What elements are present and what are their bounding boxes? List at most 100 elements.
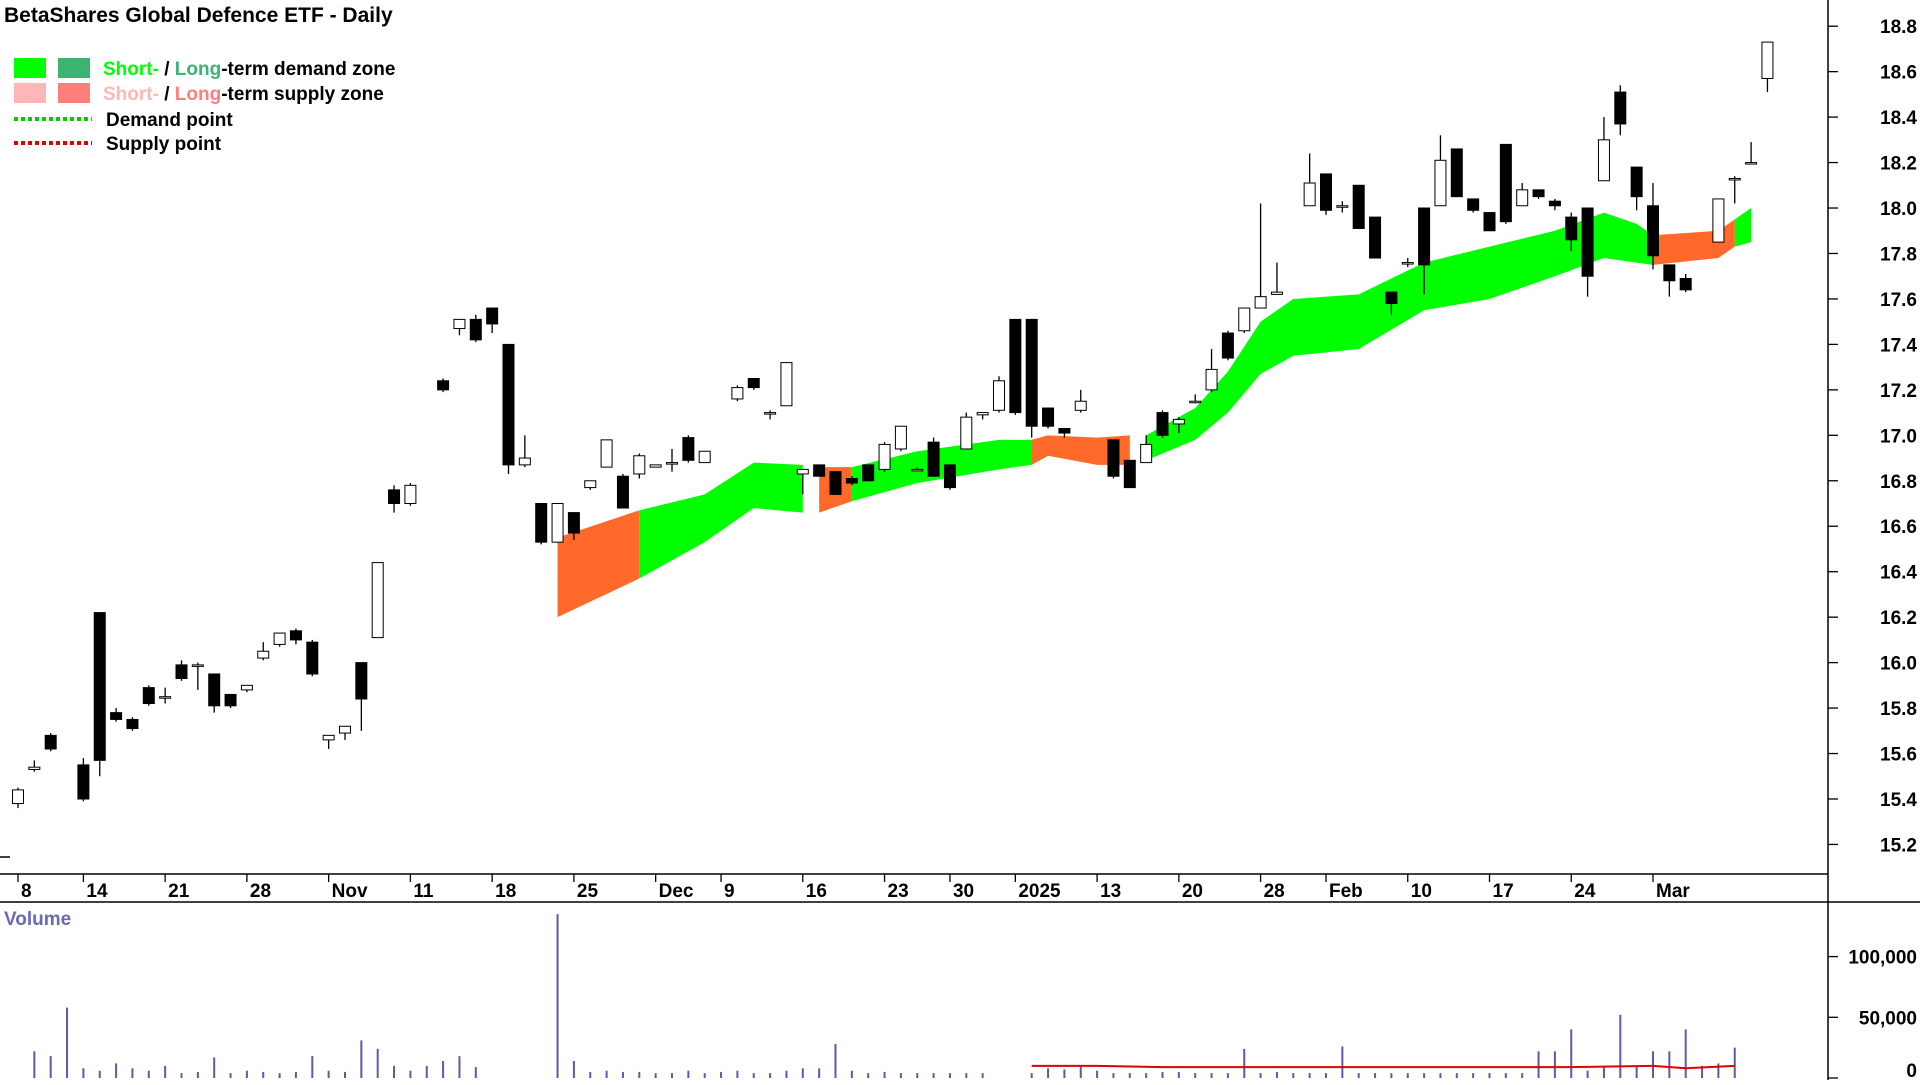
- legend-supply-short: Short-: [103, 84, 159, 105]
- candle-body-down: [306, 641, 319, 675]
- candle: [1336, 201, 1349, 213]
- candle: [698, 450, 711, 464]
- demand-zone-segment: [1734, 208, 1752, 247]
- candle: [1728, 176, 1741, 204]
- candle-body-down: [1369, 216, 1382, 259]
- candle-body-down: [1385, 291, 1398, 304]
- legend-demand-long: Long: [175, 59, 221, 80]
- candle-body-up: [240, 684, 253, 691]
- candle-body-down: [355, 662, 368, 700]
- candle: [44, 733, 57, 752]
- candle-body-down: [175, 664, 188, 680]
- candle: [731, 385, 744, 402]
- candle: [682, 435, 695, 463]
- legend-supply-zone: Short- / Long-term supply zone: [14, 83, 384, 105]
- candle-body-up: [257, 650, 270, 659]
- candle: [1614, 85, 1627, 136]
- date-tick-label: 28: [1264, 881, 1285, 902]
- candle: [273, 632, 286, 647]
- price-tick-label: 15.6: [1880, 745, 1917, 766]
- candle: [502, 343, 515, 474]
- candle-body-down: [616, 475, 629, 509]
- price-tick-label: 16.6: [1880, 517, 1917, 538]
- candle-body-up: [518, 457, 531, 466]
- candle: [1532, 189, 1545, 199]
- candle: [1042, 407, 1055, 429]
- volume-bars: [33, 914, 1736, 1078]
- candle: [289, 628, 302, 645]
- candle-body-up: [1270, 291, 1283, 295]
- candle-body-up: [12, 789, 24, 805]
- candle-body-up: [633, 455, 646, 475]
- candle: [110, 708, 123, 722]
- candle-body-down: [44, 734, 57, 750]
- candle-body-up: [600, 439, 613, 468]
- volume-tick-label: 100,000: [1848, 948, 1917, 969]
- date-tick-label: 13: [1100, 881, 1121, 902]
- candle: [649, 464, 662, 468]
- candle-body-down: [486, 307, 499, 325]
- candle-body-up: [371, 562, 384, 639]
- candle: [28, 760, 41, 772]
- candle-body-up: [584, 480, 597, 489]
- candle: [1418, 207, 1431, 295]
- candle: [616, 473, 629, 509]
- candle: [1352, 184, 1365, 229]
- candle: [1679, 273, 1692, 293]
- candle-body-down: [289, 630, 302, 641]
- candle: [1009, 318, 1022, 415]
- candle: [126, 717, 139, 731]
- date-tick-label: 8: [21, 881, 32, 902]
- candle-body-down: [1630, 166, 1643, 198]
- candle-body-down: [1058, 427, 1071, 434]
- legend-demand-point-label: Demand point: [106, 110, 233, 131]
- candle-body-up: [666, 462, 678, 465]
- date-tick-label: 18: [495, 881, 516, 902]
- candle: [469, 314, 482, 343]
- candle: [1630, 166, 1643, 211]
- candle-body-up: [404, 484, 417, 505]
- candle-body-down: [1221, 332, 1234, 359]
- candle: [927, 437, 940, 477]
- date-tick-label: 30: [953, 881, 974, 902]
- legend-supply-rest: -term supply zone: [221, 84, 384, 105]
- date-tick-label: 28: [250, 881, 271, 902]
- candle-body-up: [339, 725, 351, 734]
- candle-body-down: [126, 718, 139, 730]
- candle-body-down: [567, 512, 580, 534]
- candle: [1516, 183, 1529, 207]
- candle-body-down: [93, 612, 106, 761]
- candle-body-down: [1647, 205, 1659, 257]
- candle: [1254, 203, 1267, 309]
- candle-body-up: [1205, 368, 1218, 391]
- price-tick-label: 17.8: [1880, 244, 1917, 265]
- candle: [584, 480, 597, 490]
- candle: [600, 439, 613, 468]
- candle-body-up: [1172, 418, 1185, 425]
- candle-body-up: [273, 632, 286, 645]
- candle: [1581, 207, 1594, 297]
- candle: [535, 503, 548, 545]
- candle: [191, 662, 204, 690]
- candle-body-down: [142, 687, 155, 705]
- candle-body-up: [191, 664, 204, 667]
- candle-body-down: [682, 437, 695, 461]
- candle-body-down: [77, 764, 90, 800]
- date-axis: 8 14 21 28 Nov 11 18 25 Dec 9 16 23 30 2025 13 20 28 Feb 1…: [17, 874, 1690, 902]
- price-tick-label: 17.0: [1880, 426, 1917, 447]
- candle-body-down: [208, 673, 221, 707]
- candle: [1450, 148, 1463, 198]
- price-axis: 15.2 15.4 15.6 15.8 16.0 16.2 16.4 16.6 16.8 17.0…: [1828, 17, 1917, 856]
- date-tick-label: 17: [1493, 881, 1514, 902]
- price-tick-label: 15.8: [1880, 699, 1917, 720]
- short-demand-swatch: [14, 58, 46, 78]
- candle: [911, 467, 924, 472]
- candle-body-up: [1140, 443, 1153, 464]
- volume-tick-label: 0: [1906, 1061, 1917, 1080]
- date-tick-label: 2025: [1018, 881, 1061, 902]
- candle-body-down: [829, 471, 842, 495]
- candle: [1647, 183, 1659, 270]
- candle-body-up: [551, 503, 564, 543]
- candle-body-up: [1303, 182, 1316, 207]
- candle-body-up: [1745, 162, 1758, 165]
